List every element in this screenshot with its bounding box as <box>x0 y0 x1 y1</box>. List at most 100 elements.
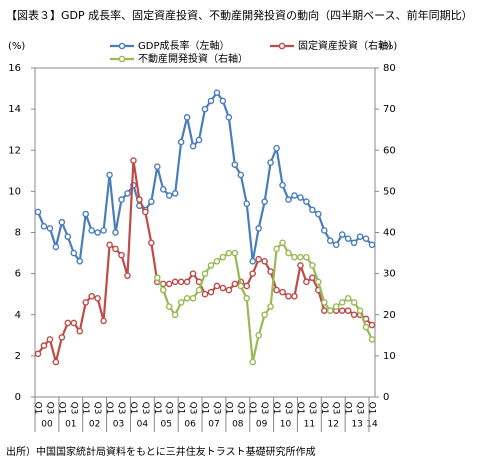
x-tick-label: Q1 <box>152 402 162 415</box>
data-point <box>148 198 155 205</box>
source: 出所）中国国家統計局資料をもとに三井住友トラスト基礎研究所作成 <box>6 445 316 458</box>
data-point <box>309 206 316 214</box>
data-point <box>70 249 78 257</box>
data-point <box>52 243 60 251</box>
data-point <box>88 227 95 234</box>
data-point <box>303 278 310 286</box>
year-label: 09 <box>256 420 268 430</box>
year-label: 03 <box>113 420 124 430</box>
data-point <box>326 237 334 245</box>
data-point <box>207 262 215 269</box>
data-point <box>118 196 125 203</box>
legend-label: 固定資産投資（右軸） <box>298 39 398 52</box>
data-point <box>267 159 274 166</box>
legend-marker <box>118 55 126 63</box>
year-label: 08 <box>232 420 244 430</box>
data-point <box>255 332 262 339</box>
data-point <box>94 294 101 302</box>
x-tick-label: Q1 <box>56 402 66 415</box>
data-point <box>201 290 209 298</box>
x-tick-label: Q3 <box>259 402 269 415</box>
x-tick-label: Q3 <box>164 402 174 415</box>
y2-tick-label: 30 <box>383 269 396 280</box>
data-point <box>297 253 304 261</box>
y2-tick-label: 40 <box>383 228 396 239</box>
data-point <box>46 225 54 232</box>
data-point <box>297 262 304 269</box>
y2-tick-label: 70 <box>383 104 396 115</box>
x-tick-label: Q3 <box>235 402 245 415</box>
data-point <box>177 138 185 146</box>
y-tick-label: 14 <box>8 104 21 115</box>
data-point <box>338 299 346 306</box>
data-point <box>243 294 251 302</box>
data-point <box>320 227 328 234</box>
x-tick-label: Q1 <box>247 402 257 415</box>
data-point <box>94 229 101 236</box>
data-point <box>249 358 257 366</box>
data-point <box>315 210 322 218</box>
data-point <box>219 284 227 292</box>
data-point <box>76 327 84 335</box>
data-point <box>291 192 298 199</box>
y2-unit: (%) <box>380 41 397 52</box>
data-point <box>267 303 274 310</box>
data-point <box>273 245 280 253</box>
data-point <box>88 292 95 300</box>
data-point <box>159 286 167 294</box>
data-point <box>362 323 370 331</box>
data-point <box>243 200 251 208</box>
data-point <box>291 253 298 261</box>
series-line <box>36 90 373 265</box>
data-point <box>225 249 233 257</box>
data-point <box>368 241 376 249</box>
data-point <box>237 282 245 290</box>
year-label: 05 <box>161 420 172 430</box>
data-point <box>267 268 274 275</box>
x-tick-label: Q1 <box>223 402 233 415</box>
data-point <box>249 257 257 265</box>
data-point <box>344 235 352 242</box>
data-point <box>320 307 328 314</box>
x-tick-label: Q3 <box>44 402 54 415</box>
data-point <box>219 253 227 261</box>
y-tick-label: 4 <box>15 310 21 321</box>
data-point <box>255 225 262 232</box>
data-point <box>183 278 191 286</box>
data-point <box>362 235 370 242</box>
data-point <box>231 249 239 257</box>
data-point <box>320 299 328 306</box>
data-point <box>315 278 322 286</box>
data-point <box>64 233 72 240</box>
data-point <box>40 342 48 349</box>
data-point <box>273 286 280 294</box>
x-tick-label: Q1 <box>271 402 281 415</box>
chart-title: 【図表３】GDP 成長率、固定資産投資、不動産開発投資の動向（四半期ベース、前年… <box>6 8 473 22</box>
y2-tick-label: 50 <box>383 186 396 197</box>
x-tick-label: Q1 <box>104 402 114 415</box>
data-point <box>303 253 310 261</box>
series-line <box>37 160 373 363</box>
data-point <box>279 288 286 296</box>
data-point <box>189 270 197 277</box>
y-tick-label: 12 <box>8 145 21 156</box>
x-tick-label: Q1 <box>128 402 138 415</box>
data-point <box>326 307 334 314</box>
year-label: 13 <box>351 420 362 430</box>
legend-marker <box>118 42 126 50</box>
data-point <box>207 97 215 105</box>
data-point <box>368 336 376 343</box>
year-label: 06 <box>184 420 196 430</box>
data-point <box>148 239 155 247</box>
year-label: 00 <box>41 420 53 430</box>
data-point <box>106 171 113 179</box>
x-tick-label: Q3 <box>188 402 198 415</box>
data-point <box>350 311 358 319</box>
data-point <box>165 303 173 310</box>
data-point <box>159 186 167 193</box>
data-point <box>165 192 173 199</box>
data-point <box>201 270 209 277</box>
data-point <box>225 114 233 121</box>
y2-tick-label: 60 <box>383 145 396 156</box>
data-point <box>58 218 66 226</box>
